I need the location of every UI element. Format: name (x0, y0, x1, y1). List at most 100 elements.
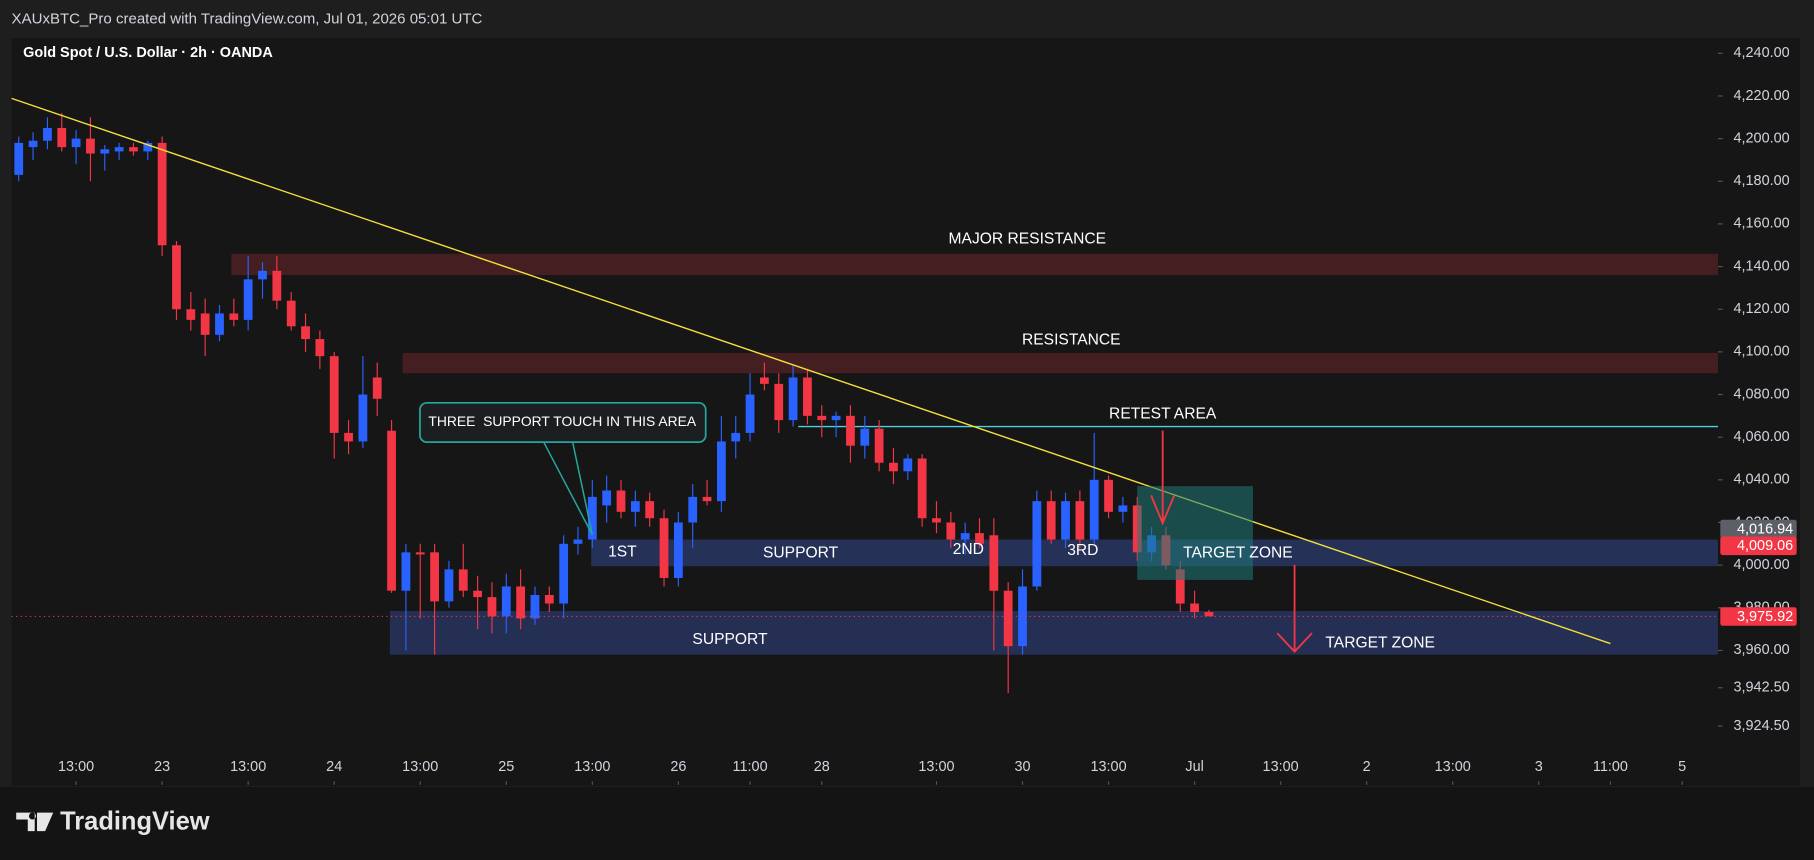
y-tick-label: 3,942.50 (1733, 680, 1789, 696)
candle-body (716, 441, 726, 502)
annotation: THREE SUPPORT TOUCH IN THIS AREA (428, 413, 696, 429)
candle-body (1018, 586, 1027, 647)
x-tick-label: Jul (1185, 759, 1203, 775)
candle-body (559, 543, 569, 604)
candle-body (71, 138, 81, 148)
x-tick-label: 5 (1678, 759, 1686, 775)
candle-body (1204, 612, 1214, 617)
x-tick-label: 13:00 (918, 759, 954, 775)
y-tick-label: 4,120.00 (1733, 301, 1789, 317)
candle-body (630, 501, 640, 512)
candle-body (258, 270, 267, 280)
candle-body (100, 149, 110, 154)
zones (231, 253, 1718, 655)
x-tick-label: 2 (1363, 759, 1371, 775)
candle-body (372, 377, 382, 399)
candle-body (975, 533, 984, 544)
candle-body (430, 552, 439, 602)
candle-body (215, 313, 224, 335)
x-tick-label: 13:00 (58, 759, 94, 775)
y-tick-label: 4,060.00 (1733, 429, 1789, 445)
candle-body (487, 597, 497, 617)
caption: XAUxBTC_Pro created with TradingView.com… (12, 11, 483, 28)
x-tick-label: 30 (1014, 759, 1030, 775)
x-tick-label: 13:00 (1435, 759, 1471, 775)
y-tick-label: 4,100.00 (1733, 344, 1789, 360)
candle-body (157, 142, 167, 246)
candle-body (501, 586, 511, 617)
annotations: MAJOR RESISTANCE RESISTANCE RETEST AREA SUP… (428, 231, 1435, 652)
arrow (1150, 430, 1176, 526)
logo-mark (16, 812, 54, 832)
candle-body (530, 594, 540, 619)
candle-body (358, 394, 368, 442)
candle-body (57, 127, 67, 148)
y-tick-label: 4,160.00 (1733, 216, 1789, 232)
price-tag-label: 4,009.06 (1737, 538, 1793, 554)
candle-body (731, 432, 741, 442)
axes: 4,240.00 4,220.00 4,200.00 4,180.00 4,160.00… (58, 45, 1797, 785)
candle-body (989, 535, 999, 591)
candle-body (946, 522, 956, 540)
candle-body (186, 309, 196, 320)
candle-body (401, 552, 411, 591)
y-tick-label: 4,180.00 (1733, 173, 1789, 189)
candle-body (774, 383, 784, 421)
candle-body (960, 533, 970, 540)
footer (0, 787, 1814, 860)
x-tick-label: 25 (498, 759, 514, 775)
candle-body (344, 432, 353, 442)
y-tick-label: 4,080.00 (1733, 386, 1789, 402)
candle-body (286, 300, 296, 327)
trendline (11, 97, 1611, 645)
zone (402, 352, 1718, 374)
annotation: RETEST AREA (1109, 406, 1217, 423)
candle-body (1046, 501, 1056, 540)
price-tag-label: 4,016.94 (1737, 521, 1793, 537)
candle-body (1075, 501, 1085, 540)
candle-body (932, 518, 941, 523)
candle-body (1032, 501, 1042, 587)
x-tick-label: 13:00 (402, 759, 438, 775)
candle-body (1104, 479, 1113, 512)
candle-body (143, 142, 153, 152)
callout-box (419, 401, 707, 444)
candle-body (301, 326, 310, 340)
plot-area (11, 38, 1801, 786)
candle-body (874, 428, 884, 463)
candle-body (43, 127, 52, 141)
target-box (1137, 486, 1253, 580)
price-tag (1720, 536, 1797, 556)
candle-body (602, 490, 612, 506)
candle-body (229, 313, 239, 320)
candle-body (645, 501, 655, 519)
x-tick-label: 28 (814, 759, 830, 775)
candle-body (544, 594, 554, 604)
candle-body (688, 496, 698, 523)
candle-body (659, 518, 669, 578)
chart-title: Gold Spot / U.S. Dollar · 2h · OANDA (23, 45, 273, 61)
candle-body (14, 142, 24, 175)
callout-pointer (543, 441, 594, 536)
annotation: TARGET ZONE (1183, 544, 1293, 561)
price-tag-label: 3,975.92 (1737, 609, 1793, 625)
candle-body (28, 140, 38, 148)
candle-body (243, 279, 253, 320)
x-tick-label: 13:00 (574, 759, 610, 775)
candle-body (387, 430, 396, 591)
candle-body (315, 339, 325, 357)
zone (231, 253, 1718, 276)
annotation: 2ND (953, 541, 984, 558)
candle-body (803, 377, 812, 416)
candle-body (114, 147, 124, 152)
candle-body (1003, 590, 1013, 647)
x-tick-label: 3 (1535, 759, 1543, 775)
y-tick-label: 4,040.00 (1733, 472, 1789, 488)
annotation: MAJOR RESISTANCE (949, 231, 1107, 248)
candle-body (415, 552, 425, 555)
candle-body (702, 496, 712, 502)
candle-body (860, 428, 870, 446)
candle-body (1190, 603, 1199, 613)
candle-body (129, 147, 138, 152)
arrow (1276, 564, 1313, 654)
